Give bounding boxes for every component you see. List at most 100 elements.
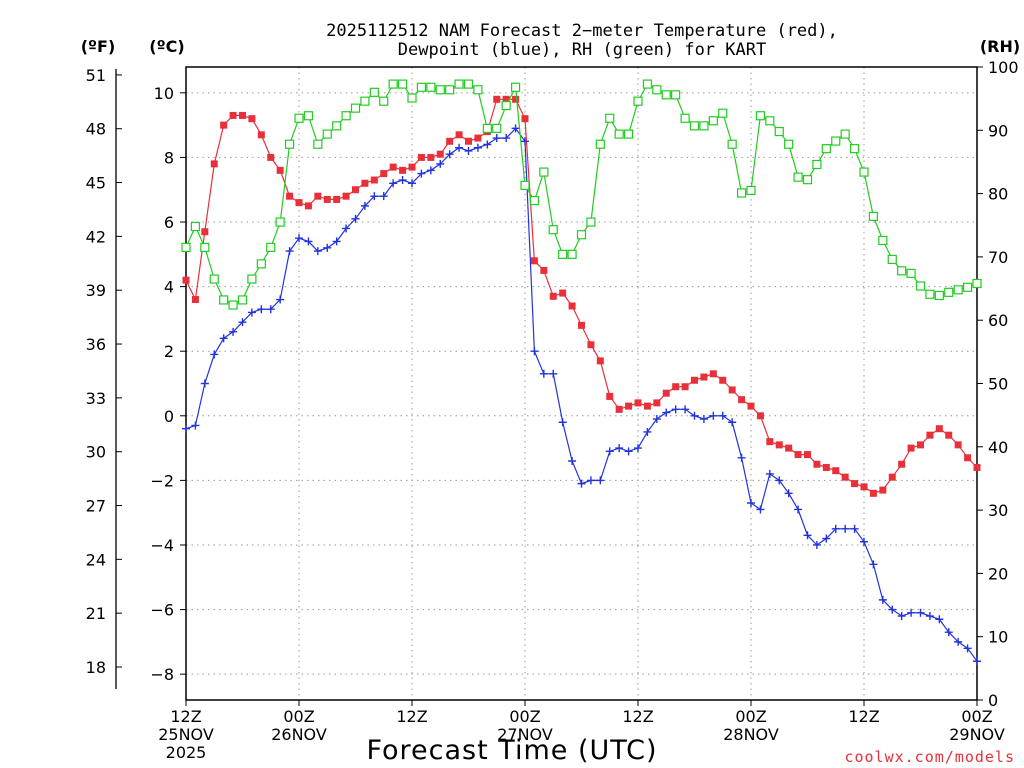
celsius-tick-label: 8 xyxy=(164,148,174,167)
rh-point xyxy=(934,290,944,301)
temperature-point xyxy=(568,302,576,310)
rh-point xyxy=(294,113,304,123)
temperature-point xyxy=(342,192,350,200)
dewpoint-point xyxy=(568,457,577,466)
rh-point xyxy=(558,249,568,259)
temperature-point xyxy=(587,341,595,349)
temperature-point xyxy=(427,153,435,161)
time-tick-label: 2025 xyxy=(166,743,207,762)
temperature-series xyxy=(182,95,981,497)
temperature-point xyxy=(286,192,294,200)
dewpoint-point xyxy=(747,498,755,507)
rh-point xyxy=(812,159,822,170)
temperature-point xyxy=(653,399,661,407)
dewpoint-point xyxy=(869,560,878,569)
rh-point xyxy=(774,126,784,137)
dewpoint-point xyxy=(370,192,379,201)
temperature-point xyxy=(832,467,840,475)
temperature-point xyxy=(973,463,981,471)
temperature-point xyxy=(361,179,369,187)
rh-point xyxy=(275,217,285,227)
temperature-point xyxy=(643,402,651,410)
temperature-point xyxy=(210,160,218,168)
dewpoint-point xyxy=(342,224,351,233)
dewpoint-point xyxy=(219,334,228,343)
rh-point xyxy=(944,287,954,297)
rh-point xyxy=(200,242,210,253)
dewpoint-point xyxy=(897,612,906,621)
rh-point xyxy=(793,172,803,182)
rh-point xyxy=(463,79,474,89)
time-tick-label: 00Z xyxy=(283,707,314,726)
temperature-point xyxy=(888,473,896,481)
time-tick-label: 29NOV xyxy=(949,725,1005,744)
temperature-point xyxy=(512,95,520,103)
dewpoint-point xyxy=(351,214,360,223)
temperature-point xyxy=(521,115,529,123)
dewpoint-line xyxy=(185,127,978,662)
rh-point xyxy=(765,116,775,126)
temperature-point xyxy=(709,370,717,378)
temperature-point xyxy=(634,399,642,407)
fahrenheit-tick-label: 27 xyxy=(86,497,106,516)
rh-point xyxy=(953,285,963,295)
rh-point xyxy=(746,185,756,196)
temperature-point xyxy=(493,95,501,103)
dewpoint-point xyxy=(718,411,727,420)
rh-point xyxy=(614,129,624,139)
celsius-tick-label: 6 xyxy=(164,213,174,232)
temperature-point xyxy=(945,431,953,439)
rh-point xyxy=(190,221,201,232)
dewpoint-point xyxy=(229,327,238,336)
rh-point xyxy=(755,111,766,121)
dewpoint-point xyxy=(464,146,473,155)
rh-point xyxy=(849,144,860,154)
rh-point xyxy=(868,211,879,221)
dewpoint-series xyxy=(182,124,981,666)
rh-point xyxy=(680,113,690,123)
rh-point xyxy=(247,274,257,284)
temperature-point xyxy=(738,396,746,404)
time-tick-label: 25NOV xyxy=(158,725,214,744)
dewpoint-point xyxy=(445,150,454,159)
temperature-point xyxy=(681,383,689,391)
tick-labels: 1086420−2−4−6−85148454239363330272421181… xyxy=(86,58,1019,762)
rh-point xyxy=(831,136,841,146)
rh-point xyxy=(284,139,295,149)
rh-point xyxy=(718,108,728,118)
temperature-point xyxy=(691,376,698,384)
celsius-tick-label: 0 xyxy=(164,407,174,426)
dewpoint-point xyxy=(247,308,256,317)
temperature-point xyxy=(841,473,849,481)
fahrenheit-tick-label: 42 xyxy=(86,227,106,246)
temperature-point xyxy=(239,111,246,119)
dewpoint-point xyxy=(492,134,501,143)
rh-point xyxy=(341,111,351,121)
dewpoint-point xyxy=(483,140,492,149)
rh-point xyxy=(736,188,747,198)
rh-point xyxy=(840,129,850,139)
rh-point xyxy=(906,268,916,278)
temperature-point xyxy=(191,296,199,304)
temperature-point xyxy=(662,389,670,397)
temperature-point xyxy=(917,441,924,449)
dewpoint-point xyxy=(728,418,737,427)
rh-point xyxy=(859,167,869,177)
celsius-tick-label: 4 xyxy=(164,278,174,297)
dewpoint-point xyxy=(624,447,633,456)
rh-point xyxy=(416,82,427,92)
rh-point xyxy=(219,295,229,305)
x-axis-label: Forecast Time (UTC) xyxy=(366,735,657,766)
dewpoint-point xyxy=(285,247,294,256)
celsius-tick-label: −2 xyxy=(150,471,174,490)
dewpoint-point xyxy=(586,476,595,485)
dewpoint-point xyxy=(784,489,793,498)
rh-tick-label: 30 xyxy=(988,501,1008,520)
credit-text: coolwx.com/models xyxy=(844,748,1015,766)
rh-point xyxy=(699,121,709,131)
temperature-point xyxy=(596,357,604,365)
rh-point xyxy=(925,289,935,299)
rh-point xyxy=(228,300,238,310)
dewpoint-point xyxy=(577,479,586,488)
dewpoint-point xyxy=(944,628,953,637)
